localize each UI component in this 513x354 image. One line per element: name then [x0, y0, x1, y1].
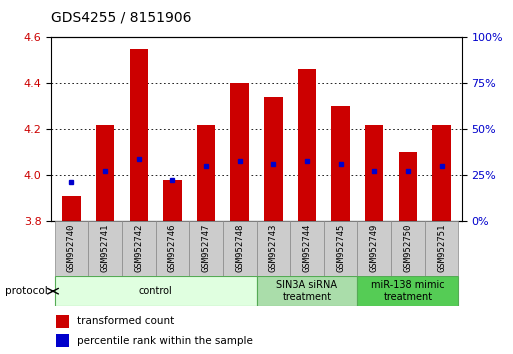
Text: GSM952744: GSM952744 — [303, 223, 311, 272]
Bar — [223, 221, 256, 276]
Bar — [122, 221, 155, 276]
Bar — [256, 221, 290, 276]
Text: GSM952747: GSM952747 — [202, 223, 210, 272]
Bar — [358, 221, 391, 276]
Text: miR-138 mimic
treatment: miR-138 mimic treatment — [371, 280, 445, 302]
Text: GSM952746: GSM952746 — [168, 223, 177, 272]
Bar — [298, 69, 316, 221]
Text: SIN3A siRNA
treatment: SIN3A siRNA treatment — [277, 280, 338, 302]
Bar — [55, 276, 256, 306]
Bar — [129, 49, 148, 221]
Bar — [56, 315, 69, 328]
Bar — [264, 97, 283, 221]
Bar — [324, 221, 358, 276]
Text: GSM952743: GSM952743 — [269, 223, 278, 272]
Bar — [163, 180, 182, 221]
Bar — [331, 106, 350, 221]
Text: GSM952751: GSM952751 — [437, 223, 446, 272]
Text: protocol: protocol — [5, 286, 48, 296]
Bar — [358, 276, 458, 306]
Bar — [88, 221, 122, 276]
Bar — [399, 152, 417, 221]
Text: GSM952748: GSM952748 — [235, 223, 244, 272]
Text: GSM952742: GSM952742 — [134, 223, 143, 272]
Bar — [155, 221, 189, 276]
Text: GSM952745: GSM952745 — [336, 223, 345, 272]
Text: transformed count: transformed count — [77, 316, 174, 326]
Text: GSM952740: GSM952740 — [67, 223, 76, 272]
Text: GSM952750: GSM952750 — [403, 223, 412, 272]
Bar — [365, 125, 384, 221]
Bar — [197, 125, 215, 221]
Text: GDS4255 / 8151906: GDS4255 / 8151906 — [51, 11, 192, 25]
Bar — [96, 125, 114, 221]
Bar — [391, 221, 425, 276]
Bar — [432, 125, 451, 221]
Text: GSM952749: GSM952749 — [370, 223, 379, 272]
Bar — [189, 221, 223, 276]
Bar — [56, 334, 69, 347]
Text: control: control — [139, 286, 172, 296]
Text: GSM952741: GSM952741 — [101, 223, 110, 272]
Bar — [256, 276, 358, 306]
Bar — [230, 83, 249, 221]
Bar — [425, 221, 458, 276]
Bar — [55, 221, 88, 276]
Text: percentile rank within the sample: percentile rank within the sample — [77, 336, 253, 346]
Bar — [62, 196, 81, 221]
Bar — [290, 221, 324, 276]
